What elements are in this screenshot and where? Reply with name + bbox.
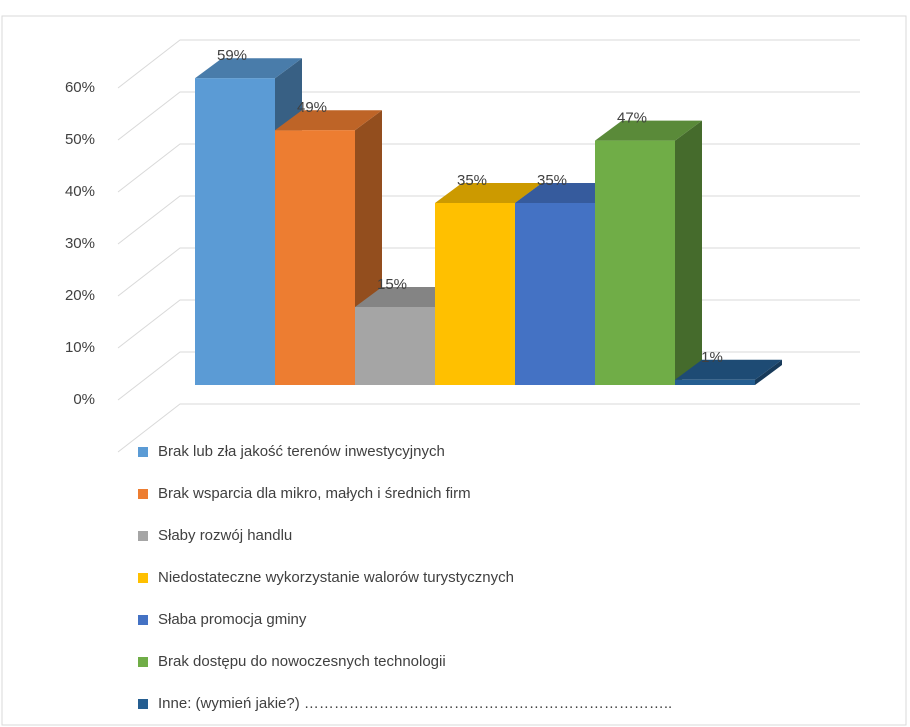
data-label: 35% bbox=[537, 172, 567, 189]
data-label: 1% bbox=[701, 349, 723, 366]
legend-swatch bbox=[138, 615, 148, 625]
legend-label: Brak dostępu do nowoczesnych technologii bbox=[158, 653, 446, 670]
bar-side bbox=[755, 359, 782, 385]
grid-line bbox=[117, 403, 860, 453]
legend-label: Inne: (wymień jakie?) ………………………………………………… bbox=[158, 695, 672, 712]
legend-label: Słaby rozwój handlu bbox=[158, 527, 292, 544]
legend-swatch bbox=[138, 447, 148, 457]
bar bbox=[675, 379, 755, 385]
legend-swatch bbox=[138, 573, 148, 583]
legend-label: Słaba promocja gminy bbox=[158, 611, 307, 628]
bar bbox=[355, 307, 435, 385]
legend-swatch bbox=[138, 657, 148, 667]
legend-label: Brak lub zła jakość terenów inwestycyjny… bbox=[158, 443, 445, 460]
y-tick-label: 10% bbox=[65, 339, 95, 356]
bar bbox=[435, 203, 515, 385]
wall-edge bbox=[117, 39, 860, 89]
bar-top bbox=[195, 58, 302, 79]
data-label: 35% bbox=[457, 172, 487, 189]
legend-label: Niedostateczne wykorzystanie walorów tur… bbox=[158, 569, 514, 586]
bar-top bbox=[275, 110, 382, 131]
y-tick-label: 0% bbox=[73, 391, 95, 408]
bar bbox=[275, 130, 355, 385]
data-label: 15% bbox=[377, 276, 407, 293]
bar bbox=[515, 203, 595, 385]
data-label: 49% bbox=[297, 99, 327, 116]
bar bbox=[195, 78, 275, 385]
bar-top bbox=[675, 359, 782, 380]
bar-top bbox=[595, 120, 702, 141]
bar bbox=[595, 140, 675, 385]
data-label: 59% bbox=[217, 47, 247, 64]
legend-swatch bbox=[138, 489, 148, 499]
y-tick-label: 60% bbox=[65, 79, 95, 96]
legend-swatch bbox=[138, 699, 148, 709]
y-tick-label: 40% bbox=[65, 183, 95, 200]
y-tick-label: 20% bbox=[65, 287, 95, 304]
legend-swatch bbox=[138, 531, 148, 541]
y-tick-label: 50% bbox=[65, 131, 95, 148]
y-tick-label: 30% bbox=[65, 235, 95, 252]
grid-line bbox=[117, 91, 860, 141]
legend-label: Brak wsparcia dla mikro, małych i średni… bbox=[158, 485, 471, 502]
bar-side bbox=[675, 120, 702, 385]
bar-top bbox=[435, 183, 542, 203]
data-label: 47% bbox=[617, 110, 647, 127]
